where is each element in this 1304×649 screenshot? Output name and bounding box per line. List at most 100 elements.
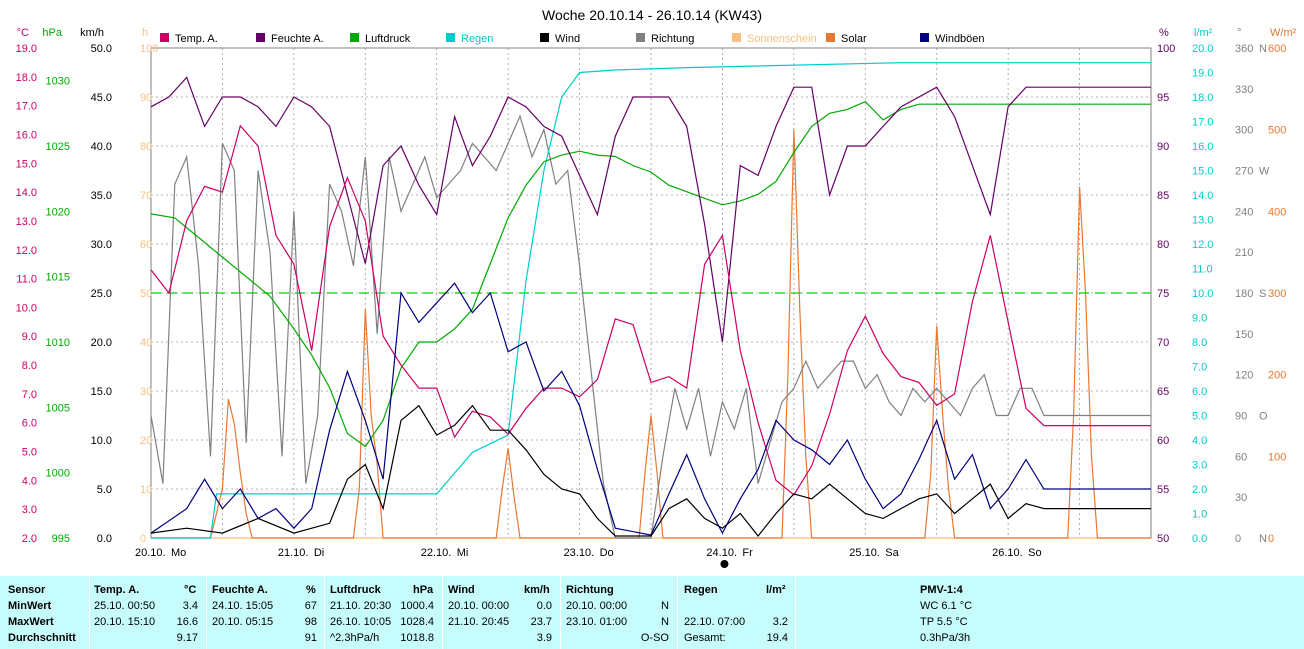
wind-unit-label: km/h bbox=[80, 27, 104, 39]
x-day-label: Di bbox=[314, 547, 324, 559]
humidity-tick-label: 60 bbox=[1157, 435, 1169, 447]
pressure-tick-label: 1030 bbox=[46, 76, 70, 88]
x-day-label: So bbox=[1028, 547, 1041, 559]
minwert-label: MinWert bbox=[8, 600, 52, 612]
direction-tick-label: 360 bbox=[1235, 43, 1253, 55]
feuchte-max-time: 20.10. 05:15 bbox=[212, 616, 274, 628]
temp-tick-label: 14.0 bbox=[16, 187, 37, 199]
regen-total-label: Gesamt: bbox=[684, 632, 726, 644]
direction-tick-label: 150 bbox=[1235, 329, 1253, 341]
legend-swatch bbox=[256, 33, 265, 42]
direction-compass-label: W bbox=[1259, 166, 1270, 178]
richtung-max-time: 23.10. 01:00 bbox=[566, 616, 628, 628]
sunshine-tick-label: 70 bbox=[140, 190, 152, 202]
wind-tick-label: 5.0 bbox=[97, 484, 112, 496]
richtung-header: Richtung bbox=[566, 584, 614, 596]
solar-tick-label: 200 bbox=[1268, 370, 1286, 382]
direction-tick-label: 210 bbox=[1235, 247, 1253, 259]
durchschnitt-label: Durchschnitt bbox=[8, 632, 76, 644]
x-day-label: Sa bbox=[885, 547, 899, 559]
pressure-unit-label: hPa bbox=[42, 27, 62, 39]
humidity-tick-label: 80 bbox=[1157, 239, 1169, 251]
humidity-tick-label: 75 bbox=[1157, 288, 1169, 300]
wind-unit: km/h bbox=[524, 584, 550, 596]
solar-tick-label: 500 bbox=[1268, 125, 1286, 137]
rain-tick-label: 0.0 bbox=[1192, 533, 1207, 545]
series-line-solar bbox=[151, 129, 1151, 539]
legend-swatch bbox=[446, 33, 455, 42]
wind-min-time: 20.10. 00:00 bbox=[448, 600, 510, 612]
legend-item: Feuchte A. bbox=[271, 33, 324, 45]
direction-tick-label: 60 bbox=[1235, 451, 1247, 463]
temp-tick-label: 11.0 bbox=[16, 274, 37, 286]
legend-swatch bbox=[636, 33, 645, 42]
temp-tick-label: 10.0 bbox=[16, 302, 37, 314]
rain-tick-label: 12.0 bbox=[1192, 239, 1213, 251]
pressure-tick-label: 1025 bbox=[46, 141, 70, 153]
series-line-luftdruck bbox=[150, 100, 1151, 448]
wind-tick-label: 25.0 bbox=[91, 288, 112, 300]
direction-tick-label: 240 bbox=[1235, 206, 1253, 218]
x-day-label: Mo bbox=[171, 547, 186, 559]
sunshine-tick-label: 30 bbox=[140, 386, 152, 398]
temp-tick-label: 7.0 bbox=[22, 389, 37, 401]
x-day-label: Fr bbox=[742, 547, 753, 559]
sunshine-unit-label: h bbox=[142, 27, 148, 39]
luftdruck-max-value: 1028.4 bbox=[400, 616, 434, 628]
series-line-feuchte-a bbox=[150, 76, 1151, 343]
sensor-label: Sensor bbox=[8, 584, 46, 596]
table-divider bbox=[442, 576, 443, 649]
temp-tick-label: 16.0 bbox=[16, 129, 37, 141]
wind-min-value: 0.0 bbox=[536, 600, 552, 612]
feuchte-min-value: 67 bbox=[304, 600, 317, 612]
luftdruck-avg: 1018.8 bbox=[400, 632, 434, 644]
temp-tick-label: 15.0 bbox=[16, 158, 37, 170]
temp-min-value: 3.4 bbox=[182, 600, 198, 612]
direction-tick-label: 180 bbox=[1235, 288, 1253, 300]
x-day-label: Do bbox=[600, 547, 614, 559]
direction-tick-label: 330 bbox=[1235, 84, 1253, 96]
rain-tick-label: 7.0 bbox=[1192, 362, 1207, 374]
feuchte-avg: 91 bbox=[304, 632, 317, 644]
wind-tick-label: 15.0 bbox=[91, 386, 112, 398]
series-line-regen bbox=[151, 62, 1151, 539]
temp-avg: 9.17 bbox=[176, 632, 198, 644]
temp-tick-label: 9.0 bbox=[22, 331, 37, 343]
wind-max-time: 21.10. 20:45 bbox=[448, 616, 510, 628]
luftdruck-header: Luftdruck bbox=[330, 584, 381, 596]
direction-tick-label: 120 bbox=[1235, 370, 1253, 382]
solar-tick-label: 0 bbox=[1268, 533, 1274, 545]
x-axis-labels: 20.10. Mo 21.10. Di 22.10. Mi 23.10. Do 24.10. Fr… bbox=[135, 547, 1042, 568]
pressure-tick-label: 1000 bbox=[46, 468, 70, 480]
luftdruck-unit: hPa bbox=[413, 584, 434, 596]
wind-tick-label: 10.0 bbox=[91, 435, 112, 447]
pmv-line1: WC 6.1 °C bbox=[920, 600, 973, 612]
pmv-line3: 0.3hPa/3h bbox=[920, 632, 971, 644]
sunshine-tick-label: 60 bbox=[140, 239, 152, 251]
luftdruck-max-time: 26.10. 10:05 bbox=[330, 616, 392, 628]
pmv-header: PMV-1:4 bbox=[920, 584, 963, 596]
table-divider bbox=[677, 576, 678, 649]
wind-max-value: 23.7 bbox=[530, 616, 552, 628]
temp-header: Temp. A. bbox=[94, 584, 140, 596]
direction-compass-label: O bbox=[1259, 411, 1268, 423]
humidity-unit-label: % bbox=[1159, 27, 1169, 39]
table-divider bbox=[206, 576, 207, 649]
regen-max-value: 3.2 bbox=[772, 616, 788, 628]
x-tick-label: 24.10. bbox=[706, 547, 737, 559]
sunshine-tick-label: 40 bbox=[140, 337, 152, 349]
wind-tick-label: 0.0 bbox=[97, 533, 112, 545]
temp-tick-label: 18.0 bbox=[16, 72, 37, 84]
wind-tick-label: 45.0 bbox=[91, 92, 112, 104]
axis-units: °C hPa km/h h% l/m² ° W/m² bbox=[17, 27, 1297, 39]
table-divider bbox=[89, 576, 90, 649]
temp-tick-label: 2.0 bbox=[22, 533, 37, 545]
richtung-max-value: N bbox=[661, 616, 669, 628]
regen-max-time: 22.10. 07:00 bbox=[684, 616, 746, 628]
series-line-wind bbox=[150, 404, 1151, 537]
temp-tick-label: 6.0 bbox=[22, 418, 37, 430]
legend-item: Luftdruck bbox=[365, 33, 411, 45]
rain-tick-label: 14.0 bbox=[1192, 190, 1213, 202]
table-divider bbox=[795, 576, 796, 649]
direction-tick-label: 270 bbox=[1235, 166, 1253, 178]
